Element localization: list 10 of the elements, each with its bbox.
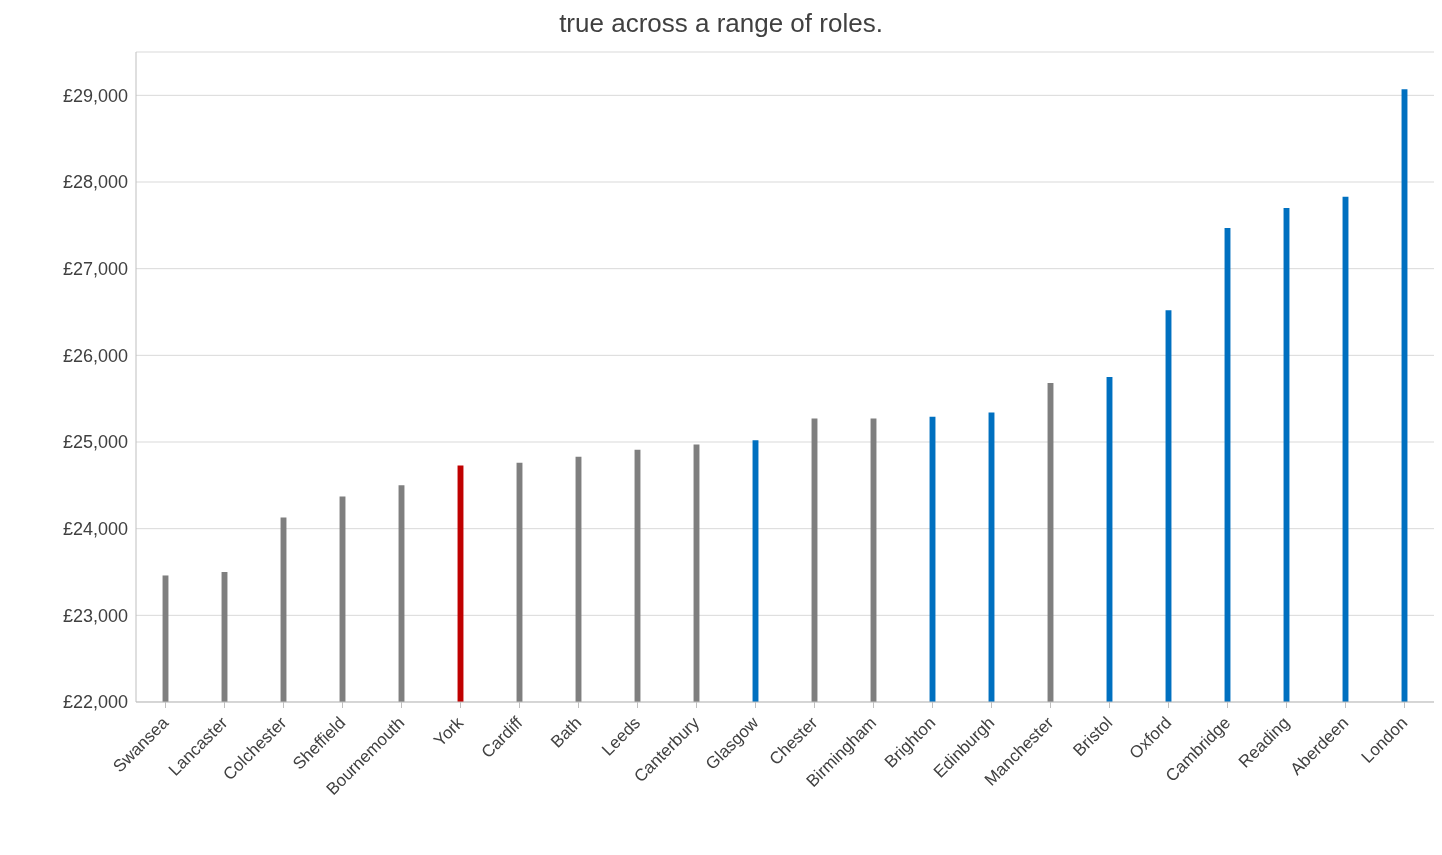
x-tick-label: York	[430, 712, 468, 751]
y-tick-label: £27,000	[62, 259, 128, 280]
y-tick-label: £29,000	[62, 85, 128, 106]
y-tick-label: £23,000	[62, 605, 128, 626]
y-tick-label: £24,000	[62, 519, 128, 540]
chart-title: true across a range of roles.	[558, 8, 884, 40]
y-tick-label: £22,000	[62, 692, 128, 713]
y-tick-label: £25,000	[62, 432, 128, 453]
y-tick-label: £28,000	[62, 172, 128, 193]
y-tick-label: £26,000	[62, 345, 128, 366]
